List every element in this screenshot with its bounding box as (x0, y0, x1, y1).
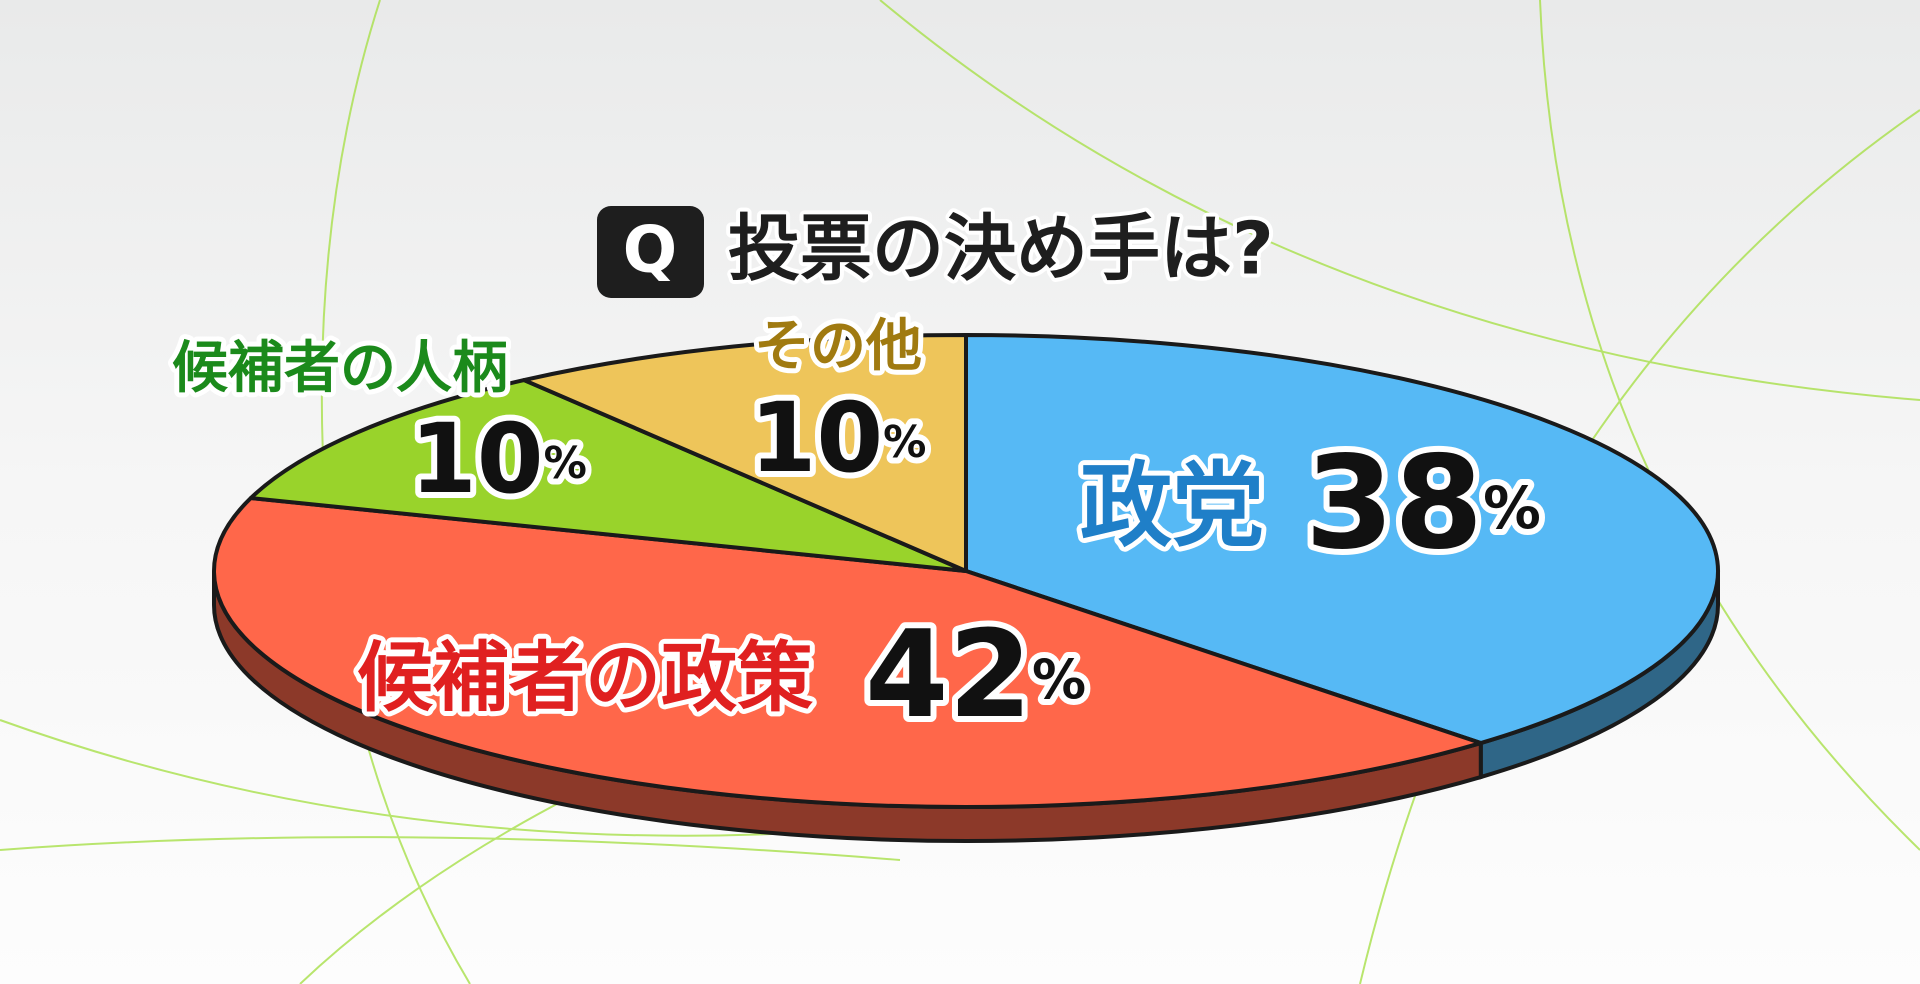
q-badge-text: Q (623, 214, 677, 288)
slice-value: 38% (1305, 429, 1541, 578)
slice (521, 333, 968, 573)
value-number: 38 (1305, 429, 1483, 578)
slice-label: 候補者の人柄 (172, 336, 508, 401)
chart-title: 投票の決め手は? (728, 207, 1274, 291)
value-number: 10 (750, 382, 884, 494)
slice (964, 333, 1720, 746)
value-unit: % (1032, 648, 1086, 711)
q-badge (597, 206, 704, 298)
value-number: 42 (865, 606, 1032, 745)
slice-label: 候補者の政策 (357, 633, 813, 722)
slice-value: 42% (865, 606, 1086, 745)
value-unit: % (544, 439, 587, 489)
slice (248, 378, 968, 573)
value-number: 10 (410, 403, 544, 515)
slice-value: 10% (750, 382, 927, 494)
value-unit: % (1483, 475, 1541, 542)
slice (212, 496, 1483, 809)
slice-value: 10% (410, 403, 587, 515)
slice-label: 政党 (1080, 452, 1264, 559)
slice-label: その他 (754, 314, 922, 379)
value-unit: % (883, 418, 926, 468)
